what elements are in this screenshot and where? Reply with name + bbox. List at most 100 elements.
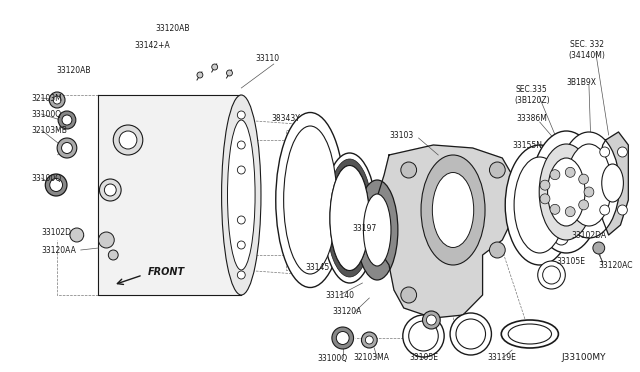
- Circle shape: [401, 287, 417, 303]
- Text: 32103M: 32103M: [31, 93, 62, 103]
- Text: 33103: 33103: [390, 131, 414, 140]
- Ellipse shape: [543, 266, 561, 284]
- Ellipse shape: [330, 166, 369, 270]
- Circle shape: [237, 141, 245, 149]
- Text: 33120AC: 33120AC: [599, 260, 634, 269]
- Ellipse shape: [450, 313, 492, 355]
- Ellipse shape: [505, 145, 574, 265]
- Circle shape: [618, 147, 627, 157]
- Circle shape: [565, 167, 575, 177]
- Ellipse shape: [566, 144, 612, 226]
- Ellipse shape: [426, 315, 436, 325]
- Text: 33100Q: 33100Q: [31, 109, 61, 119]
- Circle shape: [600, 205, 610, 215]
- Circle shape: [237, 241, 245, 249]
- Ellipse shape: [531, 131, 602, 253]
- Text: 33120AA: 33120AA: [42, 246, 76, 254]
- Text: 33100Q: 33100Q: [318, 353, 348, 362]
- Ellipse shape: [58, 111, 76, 129]
- Ellipse shape: [559, 132, 620, 238]
- Ellipse shape: [227, 120, 255, 270]
- Circle shape: [540, 194, 550, 204]
- Polygon shape: [374, 145, 512, 318]
- Ellipse shape: [57, 138, 77, 158]
- Ellipse shape: [326, 159, 372, 277]
- Circle shape: [579, 200, 589, 210]
- Circle shape: [550, 170, 560, 180]
- Text: 32103MA: 32103MA: [353, 353, 389, 362]
- Ellipse shape: [362, 332, 377, 348]
- Ellipse shape: [284, 126, 337, 274]
- Text: 33386M: 33386M: [516, 113, 547, 122]
- Text: 3B1B9X: 3B1B9X: [566, 77, 596, 87]
- Ellipse shape: [113, 125, 143, 155]
- Text: SEC. 332
(34140M): SEC. 332 (34140M): [568, 40, 605, 60]
- Circle shape: [550, 204, 560, 214]
- Text: 33105E: 33105E: [409, 353, 438, 362]
- Text: 33100Q: 33100Q: [31, 173, 61, 183]
- Circle shape: [579, 174, 589, 184]
- Ellipse shape: [409, 321, 438, 351]
- Text: FRONT: FRONT: [148, 267, 185, 277]
- Circle shape: [237, 216, 245, 224]
- Text: 33119E: 33119E: [488, 353, 516, 362]
- Circle shape: [490, 162, 505, 178]
- Ellipse shape: [421, 155, 485, 265]
- Polygon shape: [599, 132, 628, 235]
- Text: 33142+A: 33142+A: [135, 41, 170, 49]
- Ellipse shape: [337, 331, 349, 344]
- Circle shape: [490, 242, 505, 258]
- Ellipse shape: [61, 142, 72, 154]
- Text: 33105E: 33105E: [556, 257, 586, 266]
- Text: 33102D: 33102D: [42, 228, 72, 237]
- Ellipse shape: [514, 157, 565, 253]
- Ellipse shape: [538, 261, 565, 289]
- Ellipse shape: [602, 164, 623, 202]
- Ellipse shape: [332, 327, 353, 349]
- Circle shape: [618, 205, 627, 215]
- Circle shape: [108, 250, 118, 260]
- Ellipse shape: [508, 324, 552, 344]
- Ellipse shape: [323, 153, 377, 283]
- Ellipse shape: [403, 315, 444, 357]
- Text: 331140: 331140: [325, 291, 354, 299]
- Ellipse shape: [53, 96, 61, 104]
- Polygon shape: [99, 95, 241, 295]
- Circle shape: [237, 111, 245, 119]
- Ellipse shape: [540, 144, 593, 240]
- Circle shape: [212, 64, 218, 70]
- Circle shape: [600, 147, 610, 157]
- Circle shape: [70, 228, 84, 242]
- Circle shape: [565, 207, 575, 217]
- Ellipse shape: [221, 95, 261, 295]
- Ellipse shape: [593, 242, 605, 254]
- Ellipse shape: [548, 158, 585, 226]
- Text: 33197: 33197: [352, 224, 376, 232]
- Circle shape: [227, 70, 232, 76]
- Ellipse shape: [62, 115, 72, 125]
- Ellipse shape: [50, 179, 63, 192]
- Ellipse shape: [49, 92, 65, 108]
- Ellipse shape: [99, 179, 121, 201]
- Circle shape: [197, 72, 203, 78]
- Circle shape: [554, 231, 568, 245]
- Ellipse shape: [501, 320, 559, 348]
- Ellipse shape: [433, 173, 474, 247]
- Ellipse shape: [456, 319, 486, 349]
- Ellipse shape: [276, 112, 345, 288]
- Circle shape: [99, 232, 115, 248]
- Text: 33145: 33145: [305, 263, 330, 273]
- Circle shape: [540, 180, 550, 190]
- Ellipse shape: [422, 311, 440, 329]
- Ellipse shape: [45, 174, 67, 196]
- Ellipse shape: [119, 131, 137, 149]
- Text: 33120A: 33120A: [333, 308, 362, 317]
- Text: 33120AB: 33120AB: [155, 23, 189, 32]
- Text: 33120AB: 33120AB: [56, 65, 91, 74]
- Text: 33155N: 33155N: [513, 141, 543, 150]
- Circle shape: [237, 166, 245, 174]
- Ellipse shape: [356, 180, 398, 280]
- Circle shape: [401, 162, 417, 178]
- Ellipse shape: [364, 194, 391, 266]
- Circle shape: [584, 187, 594, 197]
